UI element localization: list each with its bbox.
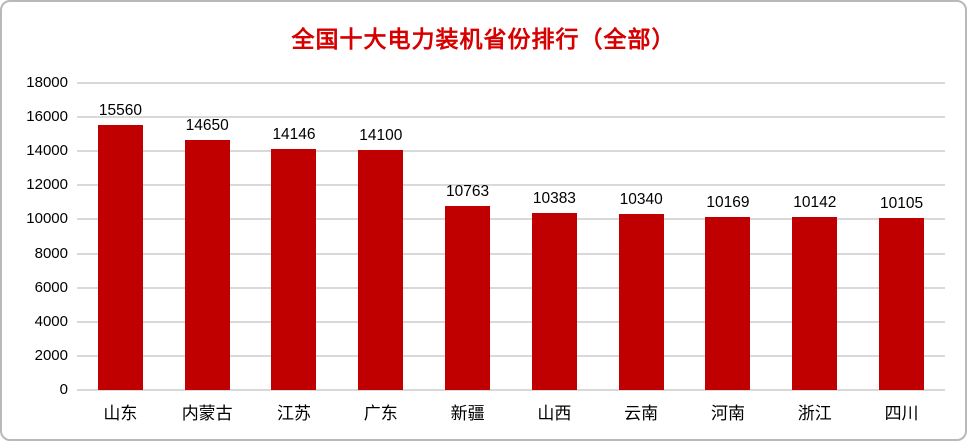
bar bbox=[184, 140, 230, 390]
category-label: 浙江 bbox=[797, 404, 832, 423]
bar-column: 14100 bbox=[337, 83, 424, 390]
bar bbox=[705, 216, 751, 390]
chart-title: 全国十大电力装机省份排行（全部） bbox=[291, 26, 676, 52]
bar bbox=[445, 206, 491, 390]
bar bbox=[879, 217, 925, 390]
category-label: 新疆 bbox=[450, 404, 485, 423]
category-label: 山东 bbox=[103, 404, 138, 423]
bar-value-label: 10169 bbox=[706, 193, 750, 211]
category-label: 河南 bbox=[710, 404, 745, 423]
y-tick-label: 18000 bbox=[26, 74, 68, 91]
bar bbox=[618, 213, 664, 390]
category-label: 江苏 bbox=[276, 404, 311, 423]
category-label: 广东 bbox=[363, 404, 398, 423]
bar-value-label: 15560 bbox=[98, 101, 142, 119]
bar-column: 10169 bbox=[685, 83, 772, 390]
y-tick-label: 8000 bbox=[34, 244, 68, 262]
bar bbox=[97, 124, 143, 390]
gridline bbox=[77, 389, 945, 391]
gridline bbox=[77, 320, 945, 323]
bars-layer: 15560 14650 14146 14100 10763 10383 10340 10169… bbox=[77, 83, 945, 390]
bar-column: 10340 bbox=[598, 83, 685, 390]
y-tick-label: 16000 bbox=[26, 108, 68, 126]
bar-column: 14650 bbox=[164, 83, 251, 390]
bar-value-label: 14650 bbox=[185, 117, 229, 135]
y-tick-label: 2000 bbox=[34, 346, 68, 364]
x-axis-labels: 山东 内蒙古 江苏 广东 新疆 山西 云南 河南 浙江 四川 bbox=[77, 399, 945, 424]
bar-value-label: 10383 bbox=[532, 189, 576, 207]
y-axis: 0 2000 4000 6000 8000 10000 12000 14000 16000 180… bbox=[2, 75, 68, 398]
y-tick-label: 14000 bbox=[26, 142, 68, 160]
category-label: 云南 bbox=[624, 404, 659, 423]
bar bbox=[531, 212, 577, 390]
bar-column: 10105 bbox=[858, 83, 945, 390]
y-tick-label: 4000 bbox=[34, 312, 68, 330]
y-tick-label: 12000 bbox=[26, 176, 68, 194]
bar-value-label: 10763 bbox=[446, 183, 490, 201]
bar-value-label: 10142 bbox=[793, 194, 837, 212]
bar-value-label: 14100 bbox=[359, 126, 403, 144]
gridline bbox=[77, 150, 945, 153]
plot-area: 15560 14650 14146 14100 10763 10383 10340 10169… bbox=[77, 82, 945, 391]
bar-value-label: 10340 bbox=[619, 190, 663, 208]
gridline bbox=[77, 354, 945, 357]
y-tick-label: 6000 bbox=[34, 278, 68, 296]
gridline bbox=[77, 252, 945, 255]
gridline bbox=[77, 218, 945, 221]
y-tick-label: 10000 bbox=[26, 210, 68, 228]
gridline bbox=[77, 184, 945, 187]
gridline bbox=[77, 286, 945, 289]
category-label: 山西 bbox=[537, 404, 572, 423]
bar-column: 10763 bbox=[424, 83, 511, 390]
bar bbox=[271, 148, 317, 390]
bar bbox=[358, 149, 404, 390]
gridline bbox=[77, 116, 945, 119]
category-label: 四川 bbox=[884, 404, 919, 423]
bar-column: 14146 bbox=[251, 83, 338, 390]
bar-value-label: 14146 bbox=[272, 125, 316, 143]
bar-column: 10383 bbox=[511, 83, 598, 390]
category-label: 内蒙古 bbox=[181, 404, 233, 423]
y-tick-label: 0 bbox=[59, 381, 68, 398]
gridline bbox=[77, 82, 945, 84]
bar-column: 10142 bbox=[771, 83, 858, 390]
bar-value-label: 10105 bbox=[880, 194, 924, 212]
bar-column: 15560 bbox=[77, 83, 164, 390]
bar bbox=[792, 217, 838, 390]
